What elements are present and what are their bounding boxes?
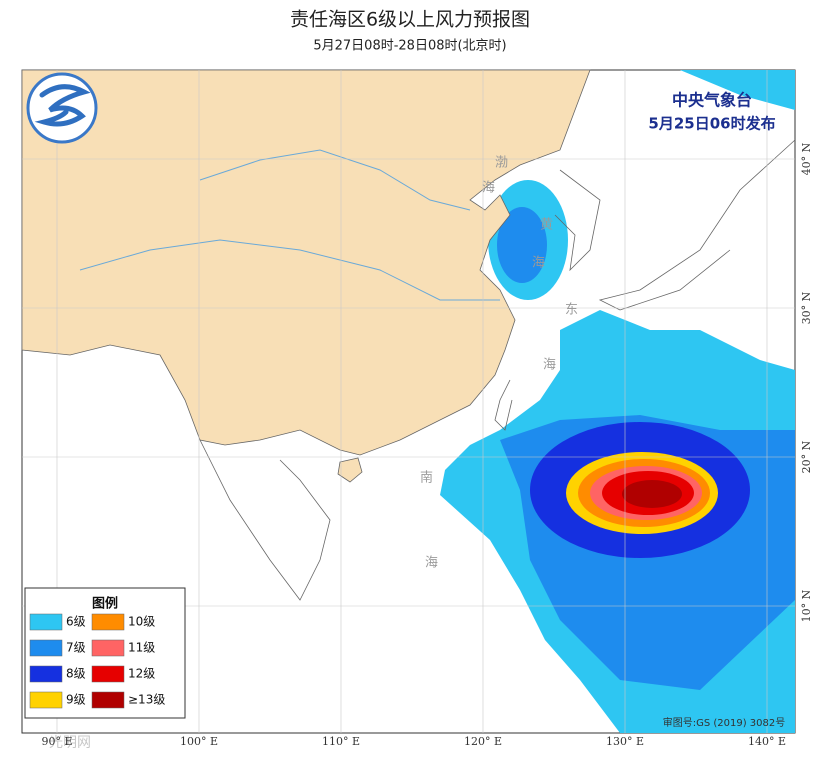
map-approval-number: 审图号:GS (2019) 3082号 [663,716,786,729]
legend-label: 8级 [66,667,86,681]
legend-swatch [91,613,125,631]
legend-swatch [91,639,125,657]
sea-labels: 渤 海 黄 海 东 海 南 海 [420,155,578,571]
legend-label: 11级 [128,641,155,655]
zone-13 [622,480,682,508]
coastline [554,169,601,272]
legend-swatch [29,665,63,683]
river [79,239,500,301]
wind-zones [440,70,795,733]
sea-label: 东 [565,303,578,318]
legend-swatch [91,691,125,709]
lat-tick-label: 10° N [800,589,813,622]
legend-label: 12级 [128,667,155,681]
river [199,149,471,211]
lon-tick-label: 140° E [748,735,786,748]
lon-tick-label: 90° E [41,735,72,748]
legend-label: 7级 [66,641,86,655]
zone-7 [497,207,547,283]
legend-swatch [91,665,125,683]
lat-tick-label: 20° N [800,440,813,473]
sea-label: 海 [532,256,545,271]
legend-label: ≥13级 [128,693,165,707]
lon-tick-label: 120° E [464,735,502,748]
legend-swatch [29,691,63,709]
sea-label: 海 [482,181,495,196]
lat-tick-label: 40° N [800,142,813,175]
legend: 图例 6级 7级 8级 9级 10级 11级 12级 ≥13级 [24,587,186,719]
lon-tick-label: 110° E [322,735,360,748]
watermark: 光明网 [49,735,91,751]
logo [26,72,98,144]
legend-title: 图例 [92,596,118,612]
legend-swatch [29,613,63,631]
coastline [199,439,331,601]
map-title: 责任海区6级以上风力预报图 [290,9,530,31]
sea-label: 渤 [495,155,508,171]
lon-tick-label: 100° E [180,735,218,748]
map-subtitle: 5月27日08时-28日08时(北京时) [313,39,506,54]
issuer: 中央气象台 [672,91,752,110]
coastline [494,379,513,431]
hainan-island [337,457,363,483]
sea-label: 南 [420,470,433,486]
lon-tick-label: 130° E [606,735,644,748]
legend-label: 10级 [128,615,155,629]
map-area: 渤 海 黄 海 东 海 南 海 [21,69,796,734]
legend-label: 9级 [66,693,86,707]
lat-tick-label: 30° N [800,291,813,324]
sea-label: 黄 [540,218,553,233]
coastline [598,139,796,311]
sea-label: 海 [425,556,438,571]
issue-time: 5月25日06时发布 [648,115,775,133]
sea-label: 海 [543,358,556,373]
legend-swatch [29,639,63,657]
zone-6 [680,70,795,110]
china-land [21,69,591,456]
legend-label: 6级 [66,615,86,629]
